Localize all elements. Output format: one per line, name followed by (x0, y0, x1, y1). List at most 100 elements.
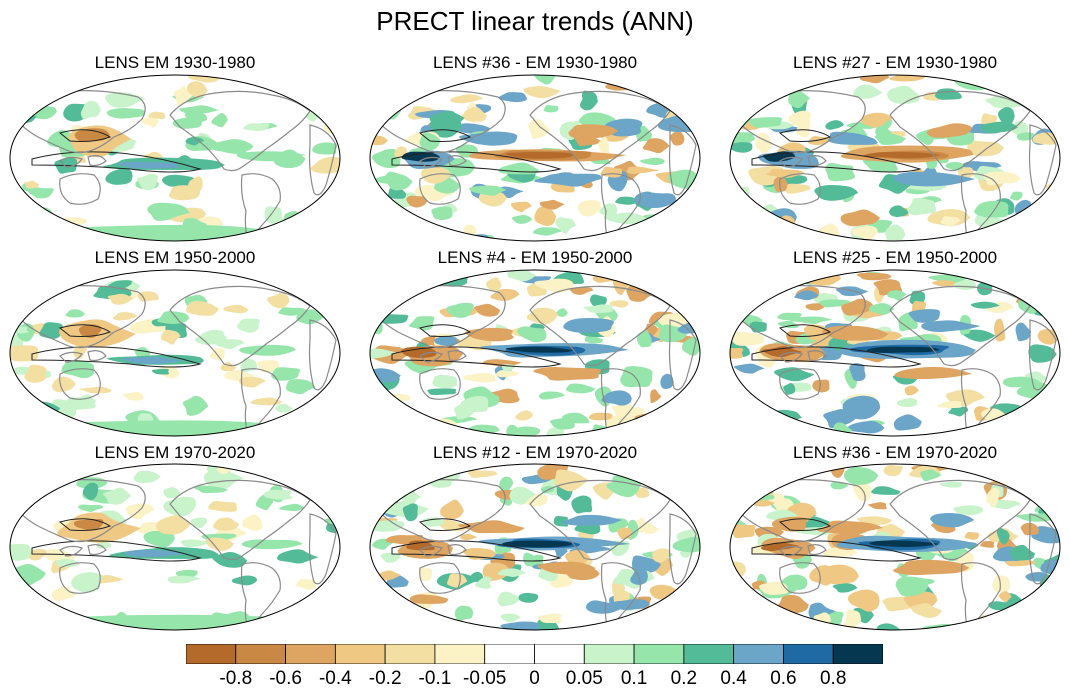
trend-patch (379, 570, 402, 581)
trend-patch (275, 403, 294, 413)
trend-patch (782, 183, 811, 194)
continent-outlines (737, 468, 1057, 630)
trend-patch (370, 348, 397, 359)
trend-patch (497, 568, 527, 577)
colorbar-swatch (186, 644, 237, 664)
trend-patch (921, 320, 981, 332)
colorbar-tick-label: 0.4 (720, 668, 747, 689)
trend-patch (568, 124, 619, 139)
climatology-contour (751, 324, 922, 368)
trend-patch (639, 616, 653, 630)
trend-patch (1036, 464, 1060, 472)
colorbar-swatch (384, 644, 436, 664)
trend-patch (920, 469, 942, 482)
trend-patch (370, 415, 405, 432)
trend-patch (599, 203, 618, 216)
trend-patch (239, 344, 296, 356)
trend-patch (742, 75, 774, 89)
trend-patch (583, 304, 614, 313)
trend-patch (926, 123, 972, 138)
colorbar-tick-label: -0.2 (368, 668, 402, 689)
trend-patch (976, 75, 1005, 87)
trend-patch (327, 576, 340, 590)
trend-patch (930, 513, 975, 528)
trend-patch (658, 604, 672, 625)
trend-patch (982, 426, 996, 436)
map-panel (729, 269, 1061, 437)
trend-patch (208, 500, 238, 512)
colorbar-swatch (832, 644, 883, 664)
trend-patch (185, 300, 220, 316)
colorbar-tick-label: 0.05 (565, 668, 603, 689)
trend-patch (267, 292, 290, 309)
trend-patch (482, 562, 509, 581)
climatology-contour (391, 324, 562, 368)
trend-patch (401, 346, 437, 358)
trend-patch (561, 514, 622, 526)
trend-patch (180, 539, 209, 548)
map-border (729, 269, 1061, 437)
trend-patch (643, 523, 660, 535)
trend-patch (869, 540, 941, 548)
trend-patch (409, 594, 449, 604)
trend-patch (630, 270, 652, 282)
climatology-contour (751, 518, 922, 562)
colorbar-swatch (783, 644, 834, 664)
trend-patch (434, 336, 458, 347)
trend-patch (302, 213, 335, 230)
trend-patch (669, 130, 685, 146)
trend-patch (841, 298, 876, 316)
trend-patch (940, 216, 961, 227)
trend-patch (454, 605, 474, 622)
trend-patch (143, 530, 175, 548)
trend-patch (55, 558, 80, 568)
trend-patch (580, 75, 601, 79)
panel-title: LENS EM 1930-1980 (94, 53, 256, 72)
trend-patch (593, 431, 626, 436)
trend-patch (133, 470, 161, 483)
trend-patch (652, 548, 670, 563)
trend-patch (640, 270, 654, 286)
trend-patch (889, 205, 910, 218)
trend-patch (323, 580, 340, 592)
trend-patch (539, 199, 565, 210)
colorbar-swatch (334, 644, 386, 664)
trend-patch (656, 279, 678, 300)
trend-patch (116, 161, 180, 169)
panel-title: LENS #27 - EM 1930-1980 (792, 53, 998, 72)
map-panel (369, 74, 701, 242)
trend-patch (603, 212, 647, 225)
trend-patch (664, 608, 686, 622)
trend-patch (427, 388, 457, 396)
colorbar-swatch (633, 644, 685, 664)
trend-patch (760, 542, 800, 552)
trend-patch (986, 487, 1000, 508)
climatology-contour (391, 129, 562, 173)
trend-patch (1016, 513, 1057, 522)
trend-patch (553, 515, 569, 527)
colorbar (186, 644, 883, 664)
trend-patch (401, 151, 441, 162)
panel-title: LENS EM 1970-2020 (94, 443, 256, 462)
trend-patch (1011, 121, 1029, 136)
trend-patch (82, 482, 99, 501)
trend-patch (670, 405, 700, 419)
trend-patch (730, 524, 756, 539)
trend-patch (42, 270, 70, 276)
trend-patch (730, 88, 745, 97)
colorbar-swatch (733, 644, 784, 664)
trend-patch (51, 586, 78, 602)
trend-patch (460, 395, 489, 413)
continent-outlines (737, 79, 1057, 241)
map-border (9, 463, 341, 631)
trend-patch (370, 288, 384, 309)
trend-patch (876, 623, 901, 630)
colorbar-swatch (683, 644, 735, 664)
trend-patch (185, 137, 205, 146)
trend-patch (438, 273, 468, 287)
trend-patch (762, 151, 796, 162)
continent-outlines (377, 274, 697, 436)
trend-patch (780, 574, 808, 590)
trend-patch (1043, 195, 1060, 214)
trend-patch (457, 520, 526, 534)
